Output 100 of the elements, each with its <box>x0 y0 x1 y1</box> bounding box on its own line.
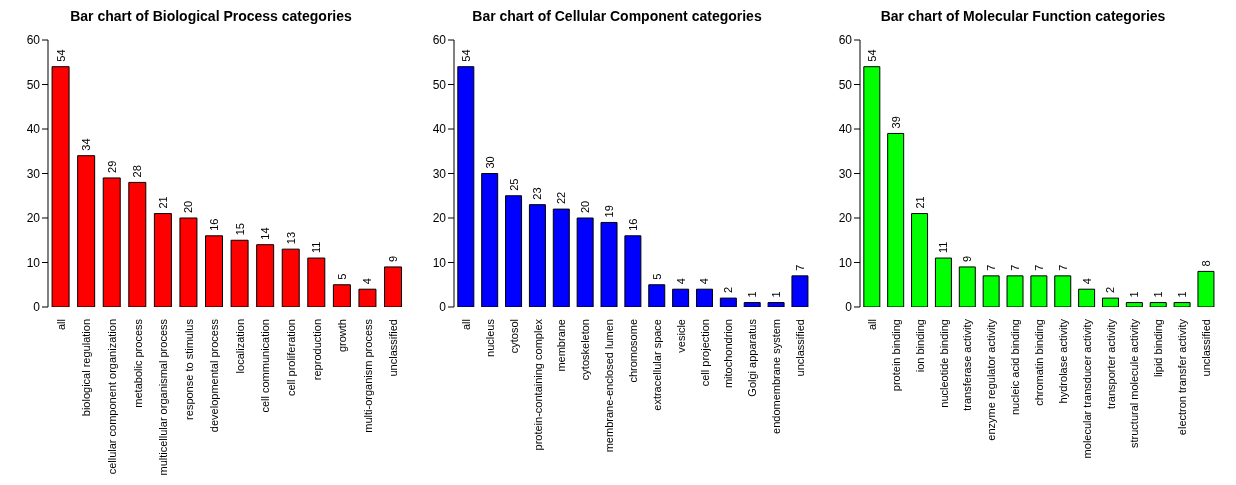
x-tick-label: extracellular space <box>650 319 663 411</box>
bar <box>457 66 475 307</box>
x-tick-label: transporter activity <box>1104 318 1117 409</box>
x-tick-label: metabolic process <box>131 318 144 408</box>
bar <box>934 257 952 307</box>
bar <box>672 288 690 307</box>
bar <box>791 275 809 307</box>
bar <box>911 213 929 307</box>
x-tick-label: endomembrane system <box>770 319 783 434</box>
data-label: 2 <box>722 286 735 294</box>
data-label: 7 <box>1009 264 1022 271</box>
bar <box>358 288 377 307</box>
y-tick-label: 10 <box>838 255 853 270</box>
data-label: 21 <box>156 196 169 209</box>
x-tick-label: all <box>865 319 878 331</box>
bar <box>743 302 761 307</box>
data-label: 14 <box>259 227 272 240</box>
x-tick-label: multi-organism process <box>361 318 374 433</box>
data-label: 30 <box>483 156 496 169</box>
bar <box>863 66 881 307</box>
data-label: 7 <box>793 264 806 271</box>
bar <box>179 217 198 307</box>
y-tick-label: 20 <box>432 211 447 226</box>
x-tick-label: transferase activity <box>961 318 974 411</box>
bar <box>600 221 618 307</box>
bar <box>1006 275 1024 307</box>
x-tick-label: developmental process <box>208 318 221 433</box>
y-tick-label: 20 <box>838 211 853 226</box>
x-tick-label: nucleotide binding <box>937 319 950 408</box>
bar <box>1197 270 1215 307</box>
bar <box>528 204 546 307</box>
bar <box>576 217 594 307</box>
x-tick-label: cell projection <box>698 319 711 387</box>
data-label: 25 <box>507 178 520 191</box>
x-tick-label: electron transfer activity <box>1176 318 1189 436</box>
x-tick-label: membrane <box>555 319 568 372</box>
data-label: 1 <box>1128 291 1141 298</box>
data-label: 7 <box>1032 264 1045 271</box>
y-tick-label: 0 <box>33 300 41 315</box>
data-label: 15 <box>233 223 246 236</box>
x-tick-label: enzyme regulator activity <box>985 318 998 441</box>
data-label: 11 <box>310 241 323 254</box>
data-label: 20 <box>579 200 592 213</box>
x-tick-label: molecular transducer activity <box>1080 318 1093 459</box>
data-label: 54 <box>54 49 67 62</box>
x-tick-label: protein-containing complex <box>531 318 544 451</box>
data-label: 19 <box>603 205 616 218</box>
data-label: 54 <box>459 49 472 62</box>
y-tick-label: 30 <box>26 166 41 181</box>
data-label: 16 <box>208 218 221 231</box>
data-label: 4 <box>1080 278 1093 285</box>
bar <box>648 284 666 307</box>
data-label: 1 <box>1176 291 1189 298</box>
y-tick-label: 0 <box>845 300 853 315</box>
x-tick-label: lipid binding <box>1152 319 1165 378</box>
x-tick-label: chromosome <box>627 319 639 383</box>
x-tick-label: localization <box>233 319 246 374</box>
x-tick-label: nucleic acid binding <box>1009 319 1022 416</box>
bar <box>102 177 121 307</box>
data-label: 11 <box>937 241 950 254</box>
data-label: 5 <box>335 273 348 280</box>
data-label: 1 <box>1152 291 1165 298</box>
bar <box>384 266 403 307</box>
y-tick-label: 0 <box>439 300 447 315</box>
bar <box>1030 275 1048 307</box>
bar <box>128 181 147 307</box>
bar <box>51 66 70 307</box>
y-tick-label: 10 <box>26 255 41 270</box>
data-label: 34 <box>80 138 93 151</box>
data-label: 7 <box>1056 264 1069 271</box>
data-label: 39 <box>889 116 902 129</box>
x-tick-label: protein binding <box>889 319 902 392</box>
bar <box>230 239 249 307</box>
y-tick-label: 50 <box>26 77 41 92</box>
y-tick-label: 30 <box>838 166 853 181</box>
chart-title: Bar chart of Biological Process categories <box>69 8 353 26</box>
x-tick-label: cell communication <box>259 319 272 413</box>
x-tick-label: cellular component organization <box>105 319 118 475</box>
bar <box>281 248 300 307</box>
data-label: 13 <box>284 231 297 245</box>
y-tick-label: 40 <box>838 122 853 137</box>
bar <box>481 173 499 307</box>
x-tick-label: response to stimulus <box>182 318 195 420</box>
data-label: 4 <box>361 278 374 285</box>
y-tick-label: 50 <box>432 77 447 92</box>
data-label: 8 <box>1199 260 1212 267</box>
bar <box>256 244 275 307</box>
data-label: 20 <box>182 200 195 213</box>
data-label: 54 <box>865 49 878 62</box>
data-label: 4 <box>698 278 711 285</box>
data-label: 5 <box>650 273 663 280</box>
bar <box>1173 302 1191 307</box>
x-tick-label: unclassified <box>387 319 400 377</box>
x-tick-label: structural molecule activity <box>1128 318 1141 448</box>
x-tick-label: hydrolase activity <box>1056 318 1069 404</box>
x-tick-label: biological regulation <box>80 319 93 417</box>
x-tick-label: multicellular organismal process <box>157 318 170 476</box>
bar <box>205 235 224 307</box>
x-tick-label: nucleus <box>483 318 496 357</box>
bar <box>1054 275 1072 307</box>
